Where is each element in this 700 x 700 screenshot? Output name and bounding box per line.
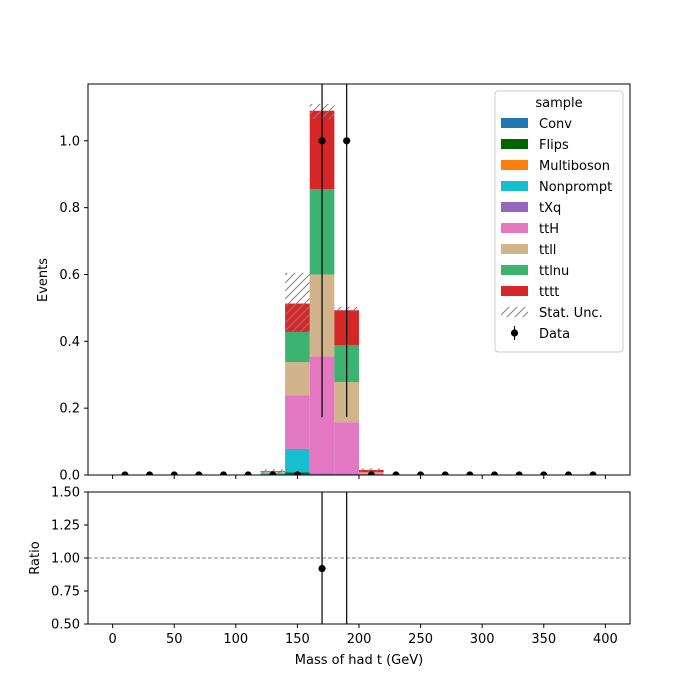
y-tick-label: 1.0 xyxy=(59,134,80,149)
stat-unc-hatch xyxy=(359,468,384,472)
legend-label: Multiboson xyxy=(539,159,610,174)
legend-item-multiboson: Multiboson xyxy=(501,159,610,174)
legend-item-nonprompt: Nonprompt xyxy=(501,180,612,195)
data-point xyxy=(343,137,351,145)
ratio-y-axis-label: Ratio xyxy=(28,541,43,574)
x-axis-label: Mass of had t (GeV) xyxy=(295,653,423,668)
legend-label: ttH xyxy=(539,222,559,237)
data-point xyxy=(441,471,449,475)
legend-swatch xyxy=(501,265,528,275)
legend-label: Conv xyxy=(539,117,572,132)
data-point xyxy=(121,471,129,475)
legend-item-txq: tXq xyxy=(501,201,561,216)
data-point xyxy=(269,471,277,475)
data-point xyxy=(145,471,154,475)
legend-item-tth: ttH xyxy=(501,222,559,237)
legend-item-ttll: ttll xyxy=(501,243,556,258)
main-plot-area xyxy=(121,84,597,475)
legend-label: ttlnu xyxy=(539,264,569,279)
x-tick-label: 250 xyxy=(408,632,433,647)
legend-label: ttll xyxy=(539,243,556,258)
legend-swatch xyxy=(501,160,528,170)
ratio-panel: 0.50 0.75 1.00 1.25 1.50 0 50 100 150 200 250 300 35… xyxy=(51,486,631,647)
x-tick-label: 400 xyxy=(593,632,618,647)
ratio-plot-area xyxy=(88,492,630,624)
x-tick-label: 200 xyxy=(347,632,372,647)
legend-swatch xyxy=(501,139,528,149)
y-axis-label: Events xyxy=(36,258,51,302)
data-point xyxy=(466,471,474,475)
bar-tth xyxy=(285,395,310,449)
legend-item-flips: Flips xyxy=(501,138,569,153)
data-point xyxy=(367,471,375,475)
data-point xyxy=(244,471,252,475)
main-panel: 0.0 0.2 0.4 0.6 0.8 1.0 xyxy=(59,83,631,484)
bar-ttll xyxy=(285,362,310,396)
data-point xyxy=(416,471,425,475)
y-tick-label: 0.4 xyxy=(59,335,80,350)
legend-item-ttlnu: ttlnu xyxy=(501,264,569,279)
data-point xyxy=(170,471,178,475)
ratio-y-tick-label: 0.50 xyxy=(51,618,80,633)
data-point xyxy=(293,471,302,475)
legend-label: Data xyxy=(539,327,570,342)
stat-unc-hatch xyxy=(285,272,310,333)
bar-ttlnu xyxy=(285,331,310,363)
ratio-y-tick-label: 1.25 xyxy=(51,519,80,534)
x-tick-label: 300 xyxy=(470,632,495,647)
legend-swatch xyxy=(501,181,528,191)
legend-label: Flips xyxy=(539,138,569,153)
legend-swatch xyxy=(501,118,528,128)
legend-item-stat-unc: Stat. Unc. xyxy=(501,306,603,321)
legend-swatch xyxy=(501,223,528,233)
x-tick-label: 0 xyxy=(108,632,116,647)
y-tick-label: 0.6 xyxy=(59,268,80,283)
stat-unc-hatch xyxy=(260,469,286,474)
legend-label: Stat. Unc. xyxy=(539,306,603,321)
ratio-point xyxy=(318,564,326,573)
data-point xyxy=(219,471,228,475)
legend-label: tXq xyxy=(539,201,561,216)
legend-title: sample xyxy=(535,96,582,111)
data-point xyxy=(515,471,523,475)
bar-txq xyxy=(334,473,359,475)
data-point xyxy=(318,137,326,145)
x-tick-label: 50 xyxy=(166,632,183,647)
data-point xyxy=(490,471,499,475)
legend-item-tttt: tttt xyxy=(501,285,559,300)
x-tick-label: 150 xyxy=(285,632,310,647)
data-point xyxy=(589,471,597,475)
ratio-y-tick-label: 1.00 xyxy=(51,552,80,567)
y-tick-label: 0.0 xyxy=(59,469,80,484)
data-point xyxy=(195,471,203,475)
bar-nonprompt xyxy=(285,448,310,473)
bar-tth xyxy=(334,422,359,474)
legend: sample Conv Flips Multiboson Nonprompt tXq ttH… xyxy=(494,90,624,353)
legend-swatch xyxy=(501,244,528,254)
ratio-y-tick-label: 0.75 xyxy=(51,585,80,600)
legend-item-data: Data xyxy=(510,326,570,342)
y-tick-label: 0.8 xyxy=(59,201,80,216)
legend-swatch xyxy=(501,202,528,212)
legend-label: tttt xyxy=(539,285,559,300)
legend-swatch xyxy=(501,286,528,296)
y-tick-label: 0.2 xyxy=(59,402,80,417)
x-tick-label: 100 xyxy=(223,632,248,647)
legend-item-conv: Conv xyxy=(501,117,572,132)
data-point xyxy=(392,471,400,475)
ratio-y-tick-label: 1.50 xyxy=(51,486,80,501)
x-tick-label: 350 xyxy=(531,632,556,647)
bar-txq xyxy=(309,473,335,475)
legend-label: Nonprompt xyxy=(539,180,612,195)
data-point xyxy=(564,471,573,475)
series-tth xyxy=(260,356,384,475)
legend-data-marker xyxy=(510,329,519,337)
data-point xyxy=(540,471,548,475)
series-txq xyxy=(309,473,359,475)
legend-swatch xyxy=(501,307,528,317)
data-series xyxy=(121,84,597,475)
